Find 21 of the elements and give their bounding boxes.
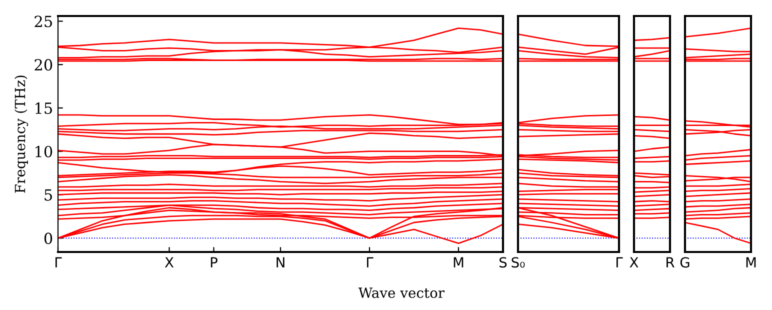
x-axis-title: Wave vector bbox=[358, 288, 445, 298]
x-tick-label: R bbox=[666, 257, 674, 268]
x-tick-label: P bbox=[210, 257, 218, 268]
x-tick-label: S₀ bbox=[512, 257, 525, 268]
y-axis-title: Frequency (THz) bbox=[14, 76, 28, 193]
y-tick-label: 0 bbox=[44, 232, 52, 244]
x-tick-label: G bbox=[680, 257, 690, 268]
y-tick-label: 5 bbox=[44, 189, 52, 201]
x-tick-label: X bbox=[164, 257, 174, 268]
y-tick-label: 15 bbox=[36, 102, 52, 114]
y-tick-label: 10 bbox=[36, 146, 52, 158]
y-tick-label: 25 bbox=[34, 16, 52, 28]
y-tick-label: 20 bbox=[34, 59, 52, 71]
x-tick-label: X bbox=[630, 257, 638, 268]
x-tick-label: Γ bbox=[55, 257, 62, 268]
x-tick-label: S bbox=[500, 257, 507, 268]
x-tick-label: M bbox=[454, 257, 464, 268]
x-tick-label: N bbox=[276, 257, 284, 268]
x-tick-label: Γ bbox=[366, 257, 374, 268]
x-tick-label: M bbox=[746, 257, 756, 268]
x-tick-label: Γ bbox=[616, 257, 623, 268]
